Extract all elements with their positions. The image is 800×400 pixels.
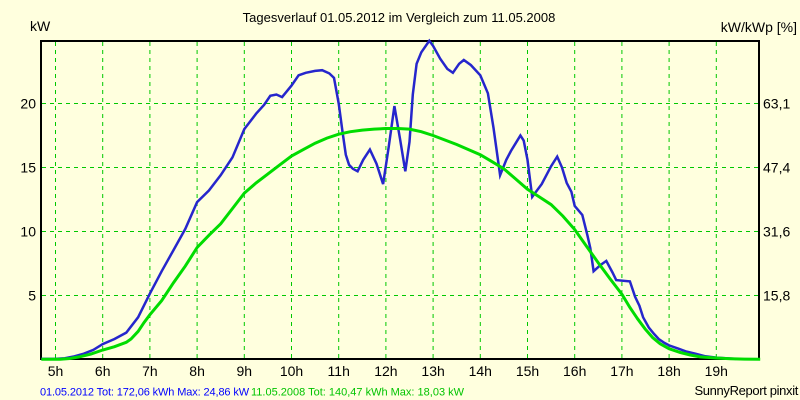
svg-text:14h: 14h — [469, 363, 492, 379]
svg-text:kW: kW — [30, 18, 51, 34]
svg-text:11.05.2008 Tot: 140,47 kWh Max: 11.05.2008 Tot: 140,47 kWh Max: 18,03 kW — [251, 387, 465, 399]
svg-text:47,4: 47,4 — [763, 160, 790, 176]
svg-text:15: 15 — [20, 160, 36, 176]
svg-text:5: 5 — [28, 288, 36, 304]
svg-text:18h: 18h — [657, 363, 680, 379]
svg-text:63,1: 63,1 — [763, 96, 790, 112]
svg-text:Tagesverlauf 01.05.2012 im Ver: Tagesverlauf 01.05.2012 im Vergleich zum… — [243, 10, 556, 25]
svg-text:17h: 17h — [610, 363, 633, 379]
svg-text:SunnyReport pinxit: SunnyReport pinxit — [694, 383, 798, 398]
svg-text:5h: 5h — [48, 363, 64, 379]
svg-text:7h: 7h — [142, 363, 158, 379]
svg-text:15h: 15h — [516, 363, 539, 379]
svg-text:10: 10 — [20, 224, 36, 240]
svg-text:12h: 12h — [374, 363, 397, 379]
svg-text:16h: 16h — [563, 363, 586, 379]
svg-text:01.05.2012 Tot: 172,06 kWh Max: 01.05.2012 Tot: 172,06 kWh Max: 24,86 kW — [40, 387, 250, 399]
svg-text:19h: 19h — [705, 363, 728, 379]
svg-text:10h: 10h — [280, 363, 303, 379]
svg-text:8h: 8h — [189, 363, 205, 379]
svg-text:11h: 11h — [328, 363, 350, 379]
svg-text:15,8: 15,8 — [763, 288, 790, 304]
svg-text:13h: 13h — [421, 363, 444, 379]
svg-text:9h: 9h — [237, 363, 253, 379]
svg-text:kW/kWp [%]: kW/kWp [%] — [721, 19, 797, 35]
svg-text:6h: 6h — [95, 363, 111, 379]
svg-text:31,6: 31,6 — [763, 224, 790, 240]
svg-text:20: 20 — [20, 96, 36, 112]
